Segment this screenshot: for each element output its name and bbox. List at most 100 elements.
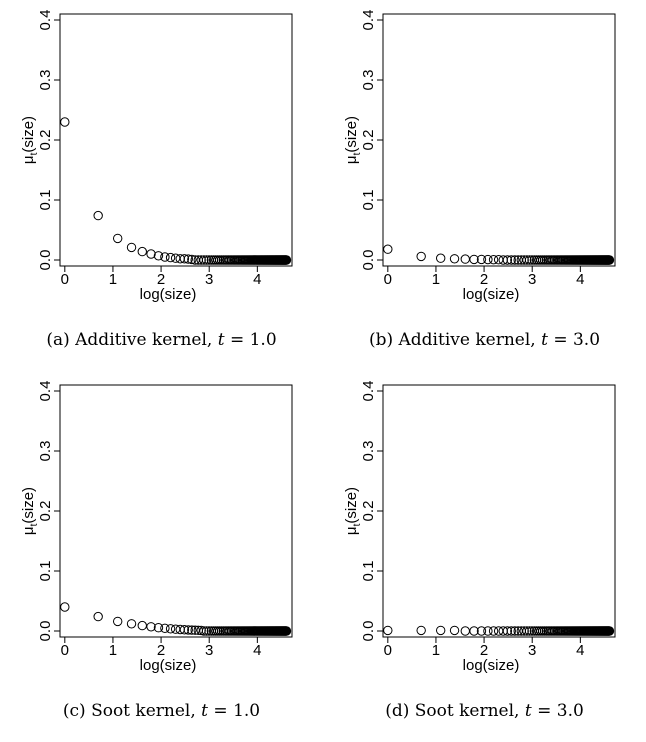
data-point: [502, 255, 513, 265]
data-point: [199, 255, 209, 265]
data-point: [524, 626, 535, 636]
data-point: [112, 233, 123, 244]
data-point: [449, 625, 460, 636]
y-tick-label: 0.0: [360, 250, 377, 271]
y-axis-label: μt(size): [343, 487, 363, 535]
data-point: [60, 602, 70, 612]
data-point: [60, 117, 70, 127]
y-tick-label: 0.4: [360, 381, 377, 402]
y-axis-label-symbol: μ: [20, 155, 37, 164]
y-tick-label: 0.1: [37, 561, 54, 582]
data-point: [522, 255, 532, 265]
data-point: [469, 254, 479, 265]
data-point: [416, 251, 426, 262]
data-point: [522, 626, 532, 636]
data-point: [506, 255, 516, 265]
caption-prefix: (c) Soot kernel,: [62, 701, 202, 721]
y-tick-label: 0.0: [37, 250, 54, 271]
data-point: [281, 626, 292, 636]
y-tick-label: 0.2: [360, 130, 377, 151]
x-tick-label: 2: [157, 271, 165, 288]
scatter-plot-d: 0 1 2 3 4 0.0 0.1 0.2 0.3 0.4 log(size) μt(size): [343, 381, 616, 674]
data-point: [519, 626, 529, 636]
caption-variable: t: [217, 330, 225, 350]
x-tick-label: 0: [384, 642, 392, 659]
data-point: [179, 625, 190, 635]
y-axis-label-argument: (size): [343, 116, 360, 153]
plot-frame: [382, 384, 616, 638]
y-axis-label-symbol: μ: [343, 526, 360, 535]
data-point: [196, 255, 206, 265]
y-tick-label: 0.1: [360, 561, 377, 582]
chart-panel-a: 0 1 2 3 4 0.0 0.1 0.2 0.3 0.4 log(size) μt(size) (a…: [0, 0, 323, 371]
data-point: [183, 625, 193, 635]
data-point: [146, 622, 156, 632]
data-point: [93, 210, 103, 221]
x-axis-label: log(size): [140, 657, 197, 674]
data-point: [126, 242, 137, 253]
x-tick-label: 2: [480, 642, 488, 659]
caption-prefix: (a) Additive kernel,: [46, 330, 218, 350]
data-point: [510, 626, 520, 636]
x-axis-label: log(size): [463, 657, 520, 674]
caption-c: (c) Soot kernel, t = 1.0: [0, 701, 323, 721]
data-point: [112, 616, 123, 627]
data-point: [449, 254, 460, 264]
x-tick-label: 3: [205, 642, 213, 659]
data-point: [524, 255, 535, 265]
data-point: [126, 619, 137, 629]
y-tick-label: 0.2: [360, 501, 377, 522]
data-point: [187, 254, 197, 265]
data-point: [476, 626, 487, 636]
y-axis-label: μt(size): [20, 487, 40, 535]
y-tick-label: 0.3: [37, 70, 54, 91]
x-tick-label: 4: [576, 271, 584, 288]
data-point: [476, 254, 487, 265]
y-tick-label: 0.4: [37, 381, 54, 402]
y-axis-label-argument: (size): [343, 487, 360, 524]
data-point: [165, 252, 176, 263]
caption-b: (b) Additive kernel, t = 3.0: [323, 330, 646, 350]
caption-prefix: (b) Additive kernel,: [368, 330, 542, 350]
y-tick-label: 0.0: [37, 621, 54, 642]
data-point: [488, 626, 499, 636]
data-point: [483, 254, 493, 265]
data-point: [160, 252, 170, 262]
y-axis-label-subscript: t: [352, 152, 363, 155]
y-tick-label: 0.4: [37, 10, 54, 31]
data-point: [506, 626, 516, 636]
data-point: [199, 626, 209, 636]
data-point: [604, 626, 615, 636]
caption-variable: t: [541, 330, 548, 350]
caption-d: (d) Soot kernel, t = 3.0: [323, 701, 646, 721]
caption-variable: t: [201, 701, 209, 721]
caption-prefix: (d) Soot kernel,: [385, 701, 525, 721]
y-tick-label: 0.3: [360, 441, 377, 462]
y-axis-label: μt(size): [20, 116, 40, 164]
y-tick-label: 0.4: [360, 10, 377, 31]
scatter-plot-b: 0 1 2 3 4 0.0 0.1 0.2 0.3 0.4 log(size) μt(size): [343, 10, 616, 303]
x-tick-label: 3: [528, 642, 536, 659]
caption-variable: t: [524, 701, 532, 721]
data-point: [93, 611, 103, 622]
data-point: [137, 246, 147, 257]
data-point: [416, 625, 426, 636]
data-point: [460, 254, 470, 264]
y-axis-label-argument: (size): [20, 116, 37, 153]
data-point: [201, 626, 212, 636]
x-tick-label: 0: [61, 642, 69, 659]
x-tick-label: 0: [61, 271, 69, 288]
data-point: [187, 625, 197, 635]
x-axis-label: log(size): [140, 286, 197, 303]
data-point: [383, 625, 393, 636]
x-tick-label: 1: [432, 271, 440, 288]
y-axis-label-subscript: t: [29, 152, 40, 155]
caption-a: (a) Additive kernel, t = 1.0: [0, 330, 323, 350]
y-tick-label: 0.2: [37, 130, 54, 151]
y-tick-label: 0.3: [37, 441, 54, 462]
data-point: [183, 254, 193, 264]
data-point: [153, 251, 164, 261]
data-point: [383, 244, 393, 254]
data-point: [179, 254, 190, 264]
y-axis-label: μt(size): [343, 116, 363, 164]
